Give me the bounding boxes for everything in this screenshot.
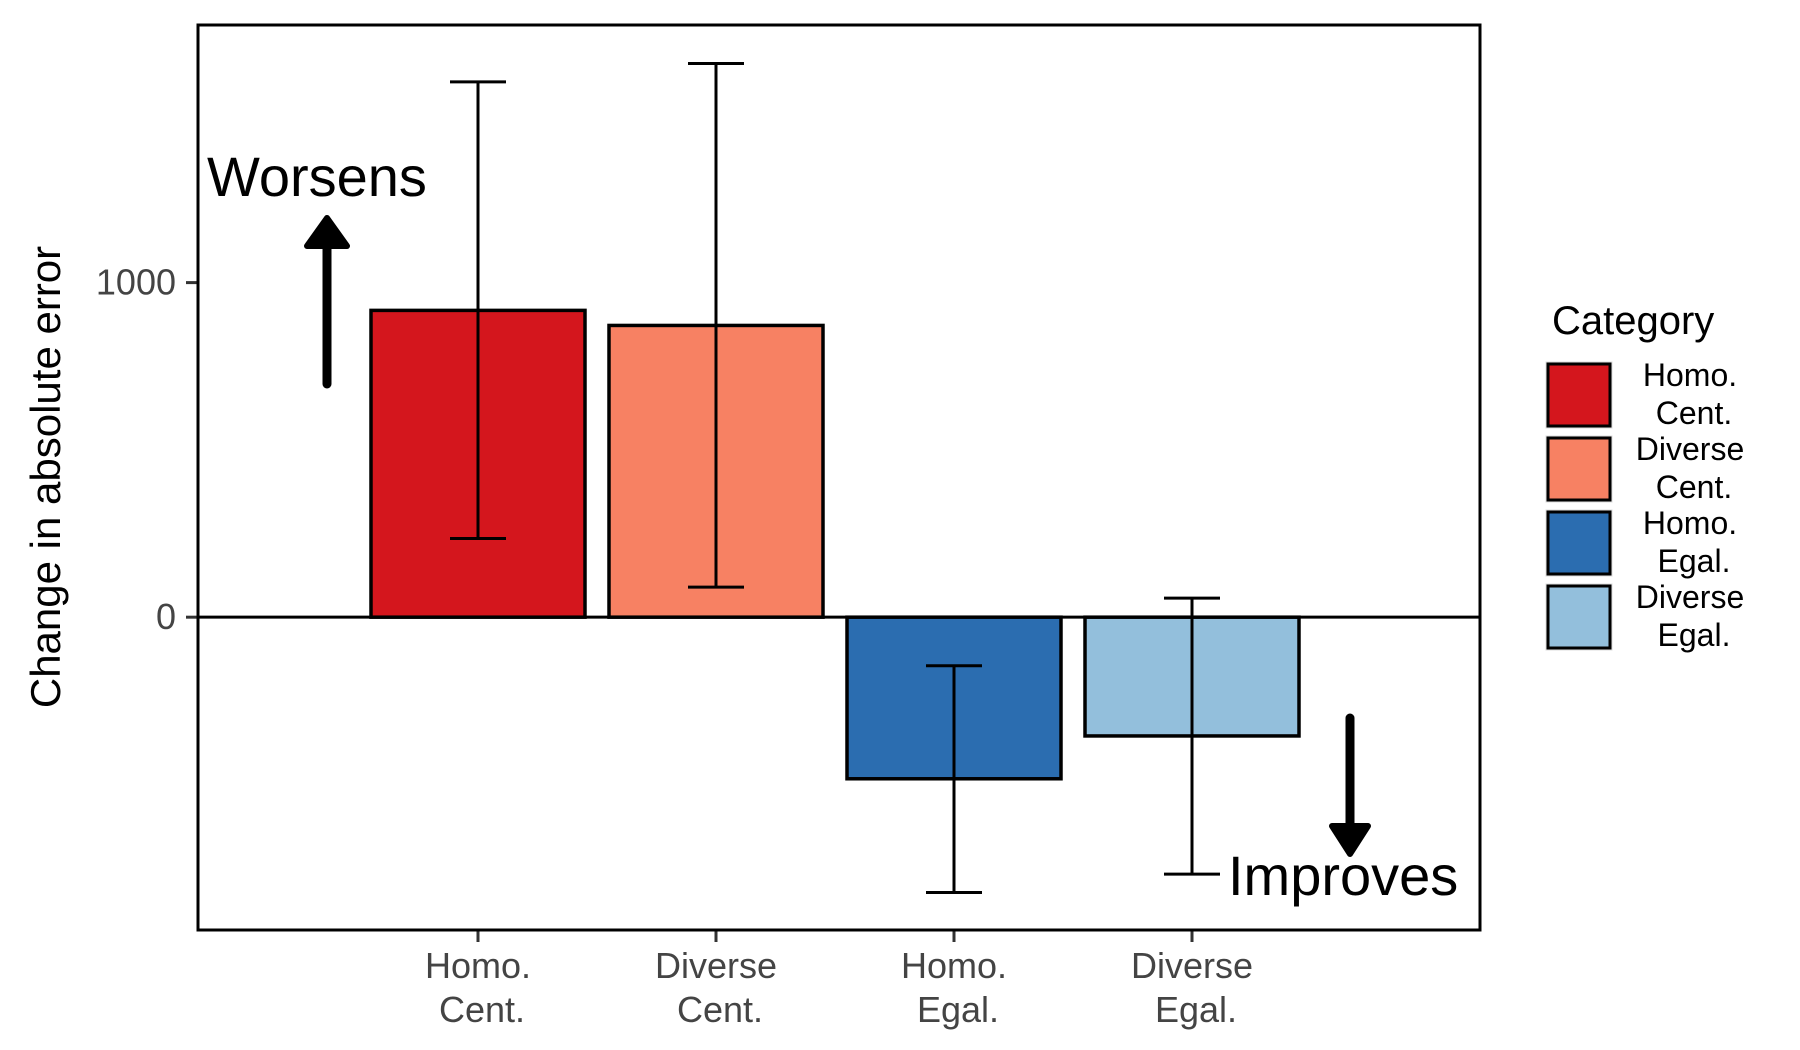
legend-label-2: Homo. Egal. — [1643, 505, 1737, 579]
error-bar-3 — [1164, 596, 1220, 876]
x-tick-label-3: Diverse Egal. — [1131, 945, 1253, 1030]
legend-title: Category — [1552, 299, 1714, 343]
error-bar-2 — [926, 664, 982, 895]
legend-item-3: Diverse Egal. — [1545, 579, 1744, 653]
improves-arrow-icon — [1329, 713, 1371, 857]
y-axis-title: Change in absolute error — [22, 246, 69, 708]
legend-swatch-2 — [1546, 510, 1612, 576]
worsens-arrow-icon — [304, 215, 350, 389]
legend-swatch-0 — [1546, 362, 1612, 428]
y-tick-label-0: 0 — [156, 596, 176, 637]
error-bar-0 — [450, 80, 506, 541]
x-tick-label-1: Diverse Cent. — [655, 945, 777, 1030]
legend-swatch-3 — [1546, 584, 1612, 650]
y-tick-label-1: 1000 — [96, 262, 176, 303]
error-bar-1 — [688, 61, 744, 589]
x-tick-label-2: Homo. Egal. — [901, 945, 1007, 1030]
legend-label-3: Diverse Egal. — [1636, 579, 1744, 653]
plot-panel-border — [196, 23, 1482, 932]
legend-swatch-1 — [1546, 436, 1612, 502]
improves-annotation: Improves — [1228, 844, 1458, 907]
legend-label-0: Homo. Cent. — [1643, 357, 1737, 431]
x-tick-label-0: Homo. Cent. — [425, 945, 531, 1030]
worsens-annotation: Worsens — [207, 145, 427, 208]
legend-label-1: Diverse Cent. — [1636, 431, 1744, 505]
legend-item-1: Diverse Cent. — [1545, 431, 1744, 505]
legend: Homo. Cent.Diverse Cent.Homo. Egal.Diverse E… — [1545, 357, 1744, 653]
legend-item-0: Homo. Cent. — [1545, 357, 1737, 431]
legend-item-2: Homo. Egal. — [1545, 505, 1737, 579]
